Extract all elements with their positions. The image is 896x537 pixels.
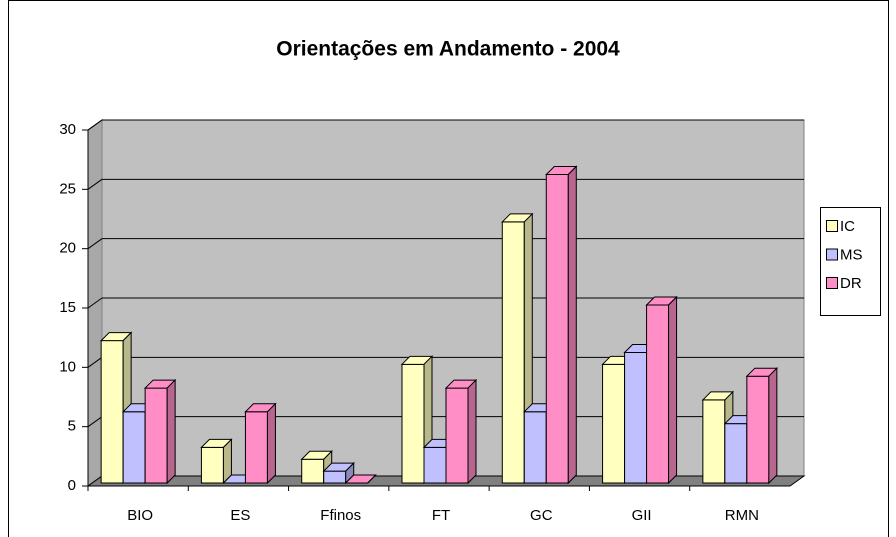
legend-label: IC — [840, 218, 855, 235]
x-tick-label: Ffinos — [320, 507, 361, 524]
bar — [602, 363, 626, 484]
x-tick-label: RMN — [725, 507, 759, 524]
x-tick-label: GC — [530, 507, 553, 524]
bar — [702, 399, 726, 484]
bar — [445, 387, 469, 484]
x-tick-label: GII — [632, 507, 652, 524]
y-tick-label: 15 — [59, 299, 76, 316]
bar — [545, 173, 569, 484]
bar — [144, 387, 168, 484]
bar-group — [444, 378, 478, 485]
bar-side — [166, 378, 176, 485]
bar — [244, 411, 268, 484]
bar-group — [244, 402, 277, 485]
bar — [122, 411, 146, 484]
bar — [724, 423, 748, 484]
y-tick-label: 5 — [68, 418, 76, 435]
chart-title: Orientações em Andamento - 2004 — [276, 38, 620, 61]
bar-group — [745, 366, 779, 485]
bar — [624, 351, 648, 484]
bar — [646, 304, 670, 484]
bar-group — [200, 438, 233, 485]
bar-side — [567, 165, 577, 485]
grid-line-side — [87, 416, 103, 428]
bar-side — [768, 366, 778, 485]
bar-group — [545, 165, 578, 485]
legend: IC MS DR — [820, 207, 881, 316]
legend-label: DR — [840, 275, 862, 292]
y-tick-label: 30 — [59, 121, 76, 138]
bar-side — [467, 378, 477, 485]
bar — [301, 458, 325, 484]
bar-side — [668, 295, 678, 485]
bar — [523, 411, 547, 484]
bar — [100, 340, 124, 484]
bar-group — [344, 474, 377, 484]
legend-label: MS — [840, 246, 863, 263]
grid-line-side — [87, 356, 103, 368]
legend-swatch — [826, 220, 838, 232]
bar — [423, 446, 447, 484]
y-tick-label: 20 — [59, 240, 76, 257]
y-tick-label: 0 — [68, 477, 76, 494]
grid-line-side — [87, 119, 103, 131]
bar — [200, 446, 224, 484]
bar-side — [266, 402, 276, 485]
legend-swatch — [826, 248, 838, 261]
bar-group — [645, 295, 678, 485]
bar-group — [143, 378, 177, 485]
bar-group — [322, 461, 355, 485]
legend-swatch — [826, 277, 838, 289]
grid-line-side — [87, 297, 103, 309]
x-tick-label: BIO — [127, 507, 153, 524]
bar — [746, 375, 770, 484]
bar — [501, 221, 525, 484]
y-tick-label: 10 — [59, 358, 76, 375]
grid-line-side — [87, 238, 103, 250]
bar — [323, 470, 347, 484]
bar-side — [367, 474, 377, 484]
x-tick-label: FT — [432, 507, 450, 524]
y-tick-label: 25 — [59, 180, 76, 197]
grid-line-side — [87, 178, 103, 190]
bar — [401, 363, 425, 484]
x-tick-label: ES — [230, 507, 250, 524]
